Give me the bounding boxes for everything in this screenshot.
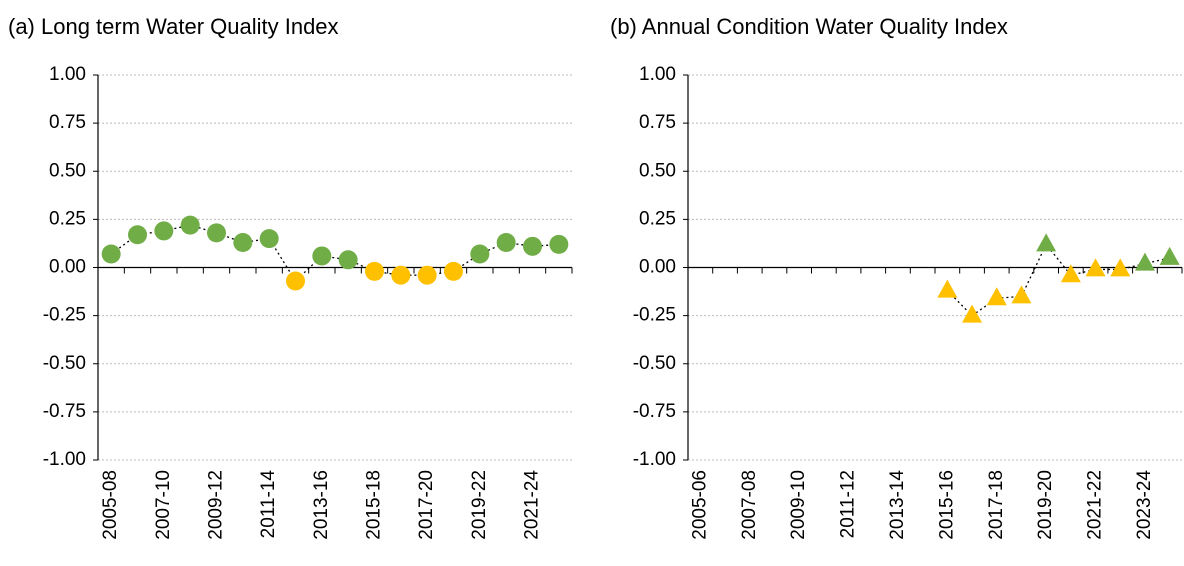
y-tick-label: 1.00 <box>49 64 86 85</box>
y-tick-label: 1.00 <box>639 64 676 85</box>
point <box>986 287 1007 306</box>
y-tick-label: -0.50 <box>43 353 86 374</box>
x-tick-label: 2019-22 <box>469 470 490 540</box>
point <box>1085 258 1106 277</box>
point <box>207 223 226 243</box>
x-tick-label: 2021-24 <box>522 470 543 540</box>
chart-title: (a) Long term Water Quality Index <box>8 14 339 39</box>
x-tick-label: 2011-14 <box>258 470 279 539</box>
y-tick-label: -0.75 <box>43 401 86 422</box>
x-tick-label: 2019-20 <box>1035 470 1056 540</box>
point <box>444 261 463 281</box>
y-tick-label: 0.25 <box>639 208 676 229</box>
point <box>1134 252 1155 271</box>
series-line <box>946 243 1170 317</box>
point <box>233 232 253 252</box>
x-tick-label: 2017-20 <box>416 470 437 540</box>
point <box>259 229 279 249</box>
x-tick-label: 2017-18 <box>986 470 1007 540</box>
point <box>391 265 411 285</box>
y-tick-label: 0.00 <box>49 257 86 278</box>
x-tick-label: 2005-08 <box>100 470 121 540</box>
point <box>1110 258 1131 277</box>
point <box>470 244 490 264</box>
x-tick-label: 2009-10 <box>788 470 809 540</box>
y-tick-label: 0.75 <box>639 112 676 133</box>
x-tick-label: 2011-12 <box>838 470 859 538</box>
point <box>1036 233 1057 252</box>
y-tick-label: 0.50 <box>49 160 86 181</box>
x-tick-label: 2005-06 <box>689 470 710 540</box>
point <box>962 304 983 323</box>
x-tick-label: 2015-18 <box>364 470 385 540</box>
point <box>1159 246 1180 265</box>
point <box>496 232 516 252</box>
x-tick-label: 2013-14 <box>887 470 908 540</box>
x-tick-label: 2021-22 <box>1085 470 1106 540</box>
point <box>549 234 569 254</box>
y-tick-label: 0.75 <box>49 112 86 133</box>
point <box>338 250 358 270</box>
point <box>312 246 332 266</box>
point <box>128 225 147 245</box>
y-tick-label: 0.50 <box>639 160 676 181</box>
point <box>1011 285 1032 304</box>
point <box>154 221 174 241</box>
point <box>286 271 305 291</box>
x-tick-label: 2007-08 <box>739 470 760 540</box>
point <box>937 279 958 298</box>
y-tick-label: -0.25 <box>633 305 676 326</box>
y-tick-label: -1.00 <box>633 449 676 470</box>
point <box>1060 264 1081 283</box>
x-tick-label: 2013-16 <box>311 470 332 540</box>
point <box>417 265 437 285</box>
point <box>101 244 121 264</box>
x-tick-label: 2007-10 <box>153 470 174 540</box>
y-tick-label: 0.25 <box>49 208 86 229</box>
chart-title: (b) Annual Condition Water Quality Index <box>610 14 1008 39</box>
point <box>523 236 542 256</box>
y-tick-label: 0.00 <box>639 257 676 278</box>
y-tick-label: -0.75 <box>633 401 676 422</box>
x-tick-label: 2023-24 <box>1134 470 1155 540</box>
y-tick-label: -0.50 <box>633 353 676 374</box>
x-tick-label: 2009-12 <box>206 470 227 540</box>
point <box>365 261 384 281</box>
x-tick-label: 2015-16 <box>936 470 957 540</box>
y-tick-label: -0.25 <box>43 305 86 326</box>
point <box>180 215 200 235</box>
y-tick-label: -1.00 <box>43 449 86 470</box>
